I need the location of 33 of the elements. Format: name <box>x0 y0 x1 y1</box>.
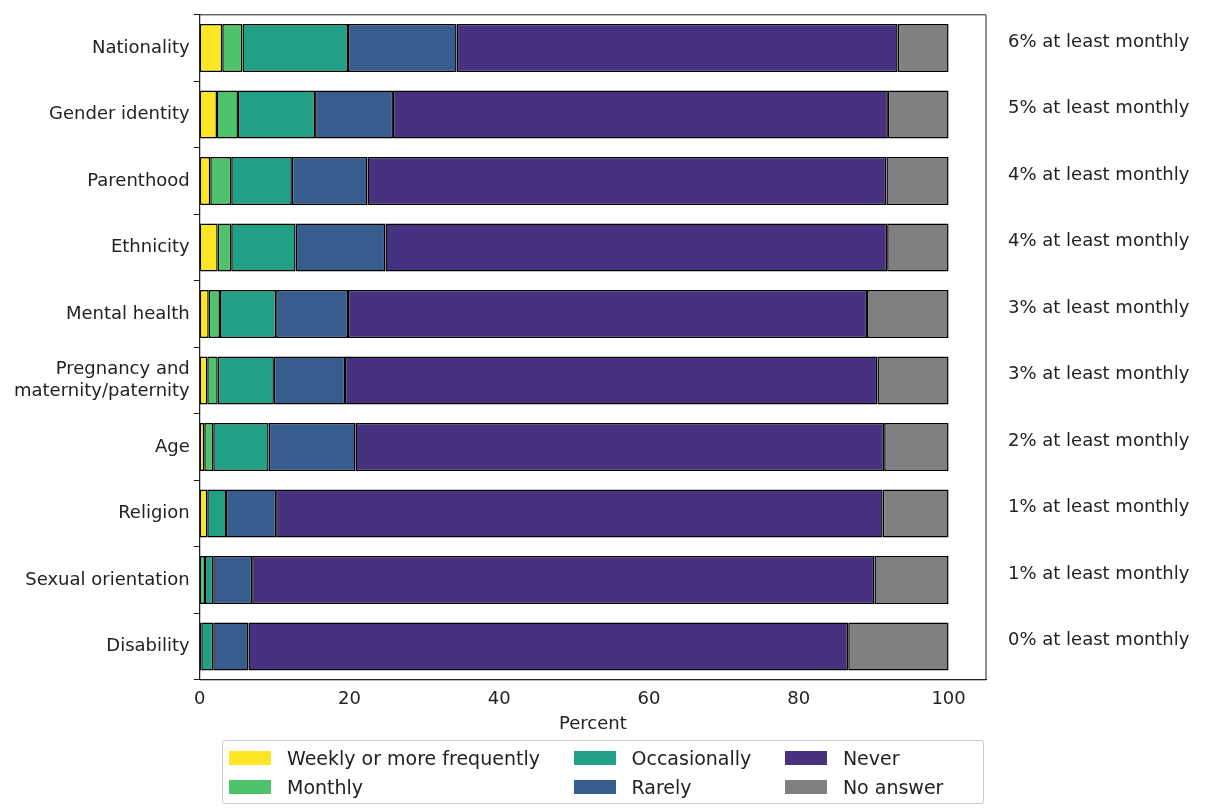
text: 5% at least monthly <box>1008 96 1190 118</box>
y-tick-label: Mental health <box>65 301 190 323</box>
text: 4% at least monthly <box>1008 229 1190 251</box>
y-tick-label: Age <box>154 434 190 456</box>
x-tick-label: 60 <box>637 687 661 709</box>
text: 0% at least monthly <box>1008 628 1190 650</box>
x-tick-label: 100 <box>931 687 966 709</box>
legend-label: No answer <box>842 775 944 798</box>
text: 3% at least monthly <box>1008 362 1190 384</box>
x-tick-label: 20 <box>338 687 361 709</box>
text: 2% at least monthly <box>1008 428 1190 450</box>
y-tick-label: Sexual orientation <box>25 567 190 589</box>
legend-label: Monthly <box>287 775 364 798</box>
x-tick-label: 80 <box>787 687 811 709</box>
text: 1% at least monthly <box>1008 561 1190 583</box>
x-axis-title: Percent <box>559 711 627 733</box>
text: 4% at least monthly <box>1008 162 1190 184</box>
legend-label: Weekly or more frequently <box>287 746 540 769</box>
text: 6% at least monthly <box>1008 29 1190 51</box>
y-tick-label: Ethnicity <box>110 235 191 257</box>
legend-label: Never <box>842 746 900 769</box>
y-tick-label: Religion <box>118 501 190 523</box>
y-tick-label: Disability <box>106 634 191 656</box>
legend-label: Occasionally <box>631 746 752 769</box>
legend-label: Rarely <box>631 775 692 798</box>
y-tick-label: Parenthood <box>87 168 190 190</box>
text: 3% at least monthly <box>1008 295 1190 317</box>
x-tick-label: 40 <box>487 687 511 709</box>
y-tick-label: Nationality <box>92 35 191 57</box>
text: 1% at least monthly <box>1008 495 1190 517</box>
y-tick-label: Pregnancy and maternity/paternity <box>13 357 191 401</box>
y-tick-label: Gender identity <box>49 102 191 124</box>
x-tick-label: 0 <box>194 687 206 709</box>
